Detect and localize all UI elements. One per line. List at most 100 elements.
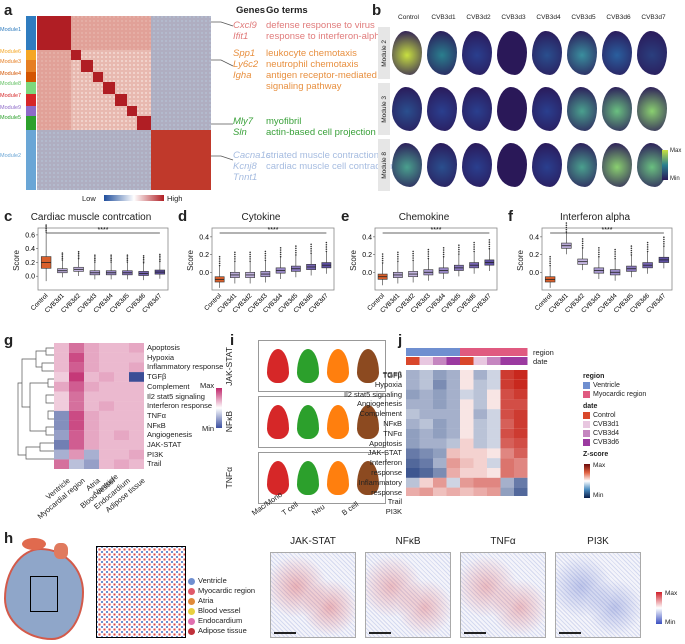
outlier-point xyxy=(159,255,161,257)
spatial-map-tile xyxy=(462,31,492,75)
heatmap-cell xyxy=(406,468,420,478)
violin-shape xyxy=(267,349,289,383)
outlier-point xyxy=(45,224,47,226)
outlier-point xyxy=(264,252,267,255)
violin-shape xyxy=(267,461,289,495)
heatmap-cell xyxy=(114,401,129,411)
heatmap-cell xyxy=(406,370,420,380)
outlier-point xyxy=(598,251,600,254)
outlier-point xyxy=(45,226,47,228)
heart-section xyxy=(4,548,84,640)
outlier-point xyxy=(325,241,328,244)
panel-label-a: a xyxy=(4,2,13,19)
heatmap-cell xyxy=(419,448,433,459)
y-tick-label: 0.0 xyxy=(199,270,209,277)
scale-bar xyxy=(369,632,391,634)
heatmap-cell xyxy=(54,440,69,450)
outlier-point xyxy=(279,255,282,258)
heatmap-cell xyxy=(473,419,487,429)
spatial-map-grid: Module 2 Module 3 Module 8 xyxy=(378,27,678,195)
y-tick-label: 0.0 xyxy=(25,274,35,281)
heatmap-cell xyxy=(99,430,114,440)
outlier-point xyxy=(458,244,460,246)
outlier-point xyxy=(630,254,633,256)
panel-j-row-label: Il2 stat5 signaling xyxy=(344,389,402,399)
heatmap-cell xyxy=(84,391,99,402)
panel-b-columns: Control CVB3d1 CVB3d2 CVB3d3 CVB3d4 CVB3… xyxy=(398,14,666,21)
box-plot-svg: 0.40.20.0****ControlCVB3d1CVB3d2CVB3d3CV… xyxy=(529,222,673,315)
region-annot-cell xyxy=(406,348,420,356)
heatmap-cell xyxy=(446,477,460,488)
outlier-point xyxy=(598,253,600,256)
region-annot-cell xyxy=(514,348,528,356)
region-annot-cell xyxy=(500,348,514,356)
outlier-point xyxy=(295,245,297,247)
spatial-map-tile xyxy=(427,87,457,131)
outlier-point xyxy=(218,264,221,267)
heatmap-cell xyxy=(54,352,69,363)
correlation-heatmap xyxy=(37,16,211,190)
go-terms-header: Go terms xyxy=(266,5,308,16)
violin-shape xyxy=(357,461,379,495)
heatmap-cell xyxy=(514,477,528,488)
outlier-point xyxy=(630,249,633,252)
region-annot-cell xyxy=(460,348,474,356)
heatmap-cell xyxy=(446,419,460,429)
outlier-point xyxy=(142,261,145,264)
outlier-point xyxy=(77,252,80,255)
outlier-point xyxy=(142,256,145,259)
date-annot-cell xyxy=(473,357,487,365)
y-tick-label: 0.6 xyxy=(25,232,35,239)
violin-row-label: JAK-STAT xyxy=(224,344,234,388)
outlier-point xyxy=(488,247,491,250)
heatmap-cell xyxy=(69,343,84,353)
outlier-point xyxy=(473,250,475,253)
violin-shape xyxy=(297,349,319,383)
heatmap-cell xyxy=(54,449,69,460)
heatmap-cell xyxy=(433,448,447,459)
heatmap-cell xyxy=(99,381,114,392)
heart-atria-blob-2 xyxy=(54,543,68,559)
heatmap-cell xyxy=(460,409,474,419)
heatmap-cell xyxy=(129,352,144,363)
heatmap-cell xyxy=(433,379,447,390)
heatmap-cell xyxy=(473,370,487,380)
outlier-point xyxy=(397,260,399,262)
outlier-point xyxy=(295,247,297,250)
outlier-point xyxy=(110,257,112,260)
outlier-point xyxy=(473,241,475,244)
heatmap-cell xyxy=(54,410,69,421)
heatmap-cell xyxy=(473,448,487,459)
heatmap-cell xyxy=(500,487,514,496)
box-plot-title: Cytokine xyxy=(241,212,281,223)
heatmap-cell xyxy=(84,343,99,353)
outlier-point xyxy=(310,245,312,248)
outlier-point xyxy=(279,249,282,251)
outlier-point xyxy=(442,255,445,258)
outlier-point xyxy=(458,248,460,251)
outlier-point xyxy=(427,253,430,255)
panel-j-rows: TGFβ Hypoxia Il2 stat5 signaling Angiogenes… xyxy=(340,370,402,517)
heatmap-cell xyxy=(487,487,501,496)
outlier-point xyxy=(549,255,551,258)
scale-bar xyxy=(274,632,296,634)
outlier-point xyxy=(61,252,64,254)
outlier-point xyxy=(45,229,47,232)
violin-row xyxy=(258,452,386,504)
outlier-point xyxy=(488,245,491,248)
heatmap-cell xyxy=(446,487,460,496)
heatmap-cell xyxy=(500,379,514,390)
heatmap-cell xyxy=(99,362,114,373)
heatmap-cell xyxy=(406,448,420,459)
outlier-point xyxy=(598,249,600,251)
outlier-point xyxy=(77,254,80,256)
heatmap-cell xyxy=(514,428,528,439)
heatmap-cell xyxy=(473,389,487,400)
heatmap-cell xyxy=(487,379,501,390)
outlier-point xyxy=(565,224,568,227)
zoom-box xyxy=(30,576,58,612)
heatmap-cell xyxy=(406,419,420,429)
outlier-point xyxy=(279,247,282,249)
y-tick-label: 0.4 xyxy=(199,234,209,241)
heatmap-cell xyxy=(114,459,129,469)
